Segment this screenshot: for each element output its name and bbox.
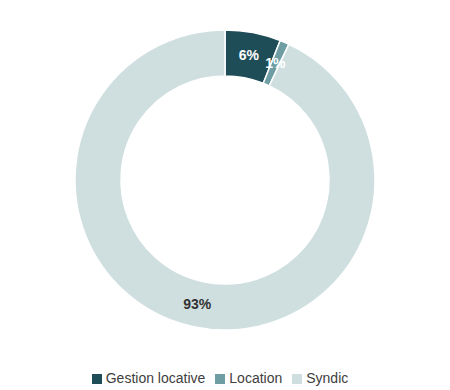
html-text:Location: Location (229, 370, 283, 386)
html-text:Syndic: Syndic (306, 370, 349, 386)
svg-text:1%: 1% (265, 55, 286, 71)
svg-text:6%: 6% (239, 47, 260, 63)
svg-text:93%: 93% (183, 296, 212, 312)
html-text:Gestion locative: Gestion locative (105, 370, 206, 386)
